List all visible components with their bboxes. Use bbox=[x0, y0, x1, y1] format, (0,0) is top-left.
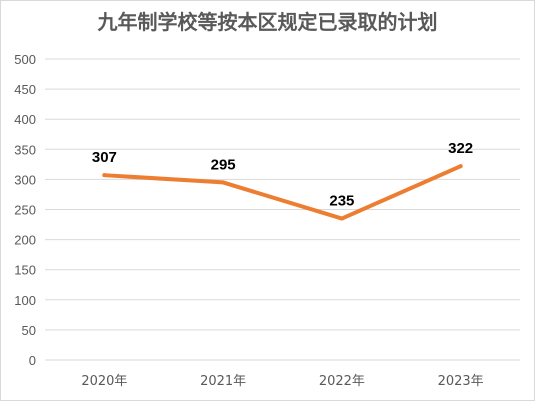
data-label: 295 bbox=[211, 156, 236, 173]
data-label: 307 bbox=[92, 149, 117, 166]
x-tick-label: 2021年 bbox=[200, 374, 246, 389]
x-axis: 2020年 2021年 2022年 2023年 bbox=[81, 374, 483, 389]
y-tick-label: 350 bbox=[14, 142, 36, 157]
x-tick-label: 2023年 bbox=[438, 374, 484, 389]
y-axis: 0 50 100 150 200 250 300 350 400 450 500 bbox=[14, 52, 36, 368]
y-tick-label: 200 bbox=[14, 233, 36, 248]
y-tick-label: 500 bbox=[14, 52, 36, 67]
x-tick-label: 2022年 bbox=[319, 374, 365, 389]
data-point bbox=[339, 216, 344, 221]
y-tick-label: 50 bbox=[22, 323, 36, 338]
data-point bbox=[458, 164, 463, 169]
y-tick-label: 400 bbox=[14, 112, 36, 127]
data-label: 322 bbox=[448, 140, 473, 157]
y-tick-label: 100 bbox=[14, 293, 36, 308]
data-point bbox=[102, 173, 107, 178]
y-tick-label: 300 bbox=[14, 172, 36, 187]
chart-title: 九年制学校等按本区规定已录取的计划 bbox=[97, 10, 438, 34]
y-tick-label: 450 bbox=[14, 82, 36, 97]
y-tick-label: 0 bbox=[29, 353, 36, 368]
data-point bbox=[221, 180, 226, 185]
gridlines bbox=[45, 58, 520, 361]
series-line bbox=[102, 164, 463, 221]
x-tick-label: 2020年 bbox=[81, 374, 127, 389]
y-tick-label: 150 bbox=[14, 263, 36, 278]
y-tick-label: 250 bbox=[14, 203, 36, 218]
data-label: 235 bbox=[329, 193, 354, 210]
series bbox=[102, 164, 463, 221]
data-labels: 307 295 235 322 bbox=[92, 140, 473, 209]
